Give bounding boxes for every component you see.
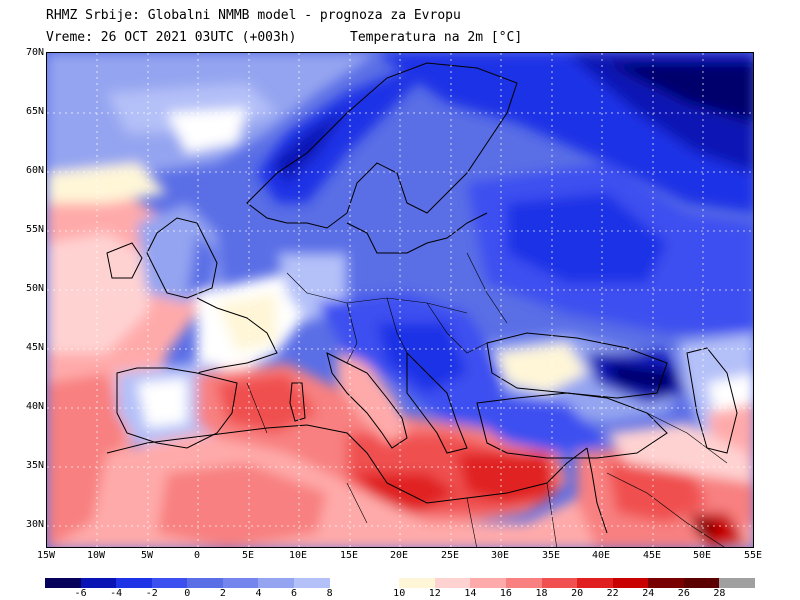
borders [246, 252, 728, 547]
colorbar-tick-label: 14 [464, 588, 477, 599]
lat-label: 50N [25, 283, 44, 294]
colorbar-tick-label: 18 [535, 588, 548, 599]
colorbar-tick-label: 0 [184, 588, 191, 599]
colorbar-segment [187, 578, 223, 588]
lon-label: 30E [490, 550, 510, 561]
colorbar-segment [45, 578, 81, 588]
temperature-map [46, 52, 754, 548]
lon-label: 0 [193, 550, 201, 561]
lon-label: 15E [339, 550, 359, 561]
colorbar-segment [470, 578, 506, 588]
colorbar-tick-label: -6 [74, 588, 87, 599]
colorbar-tick-label: 4 [255, 588, 262, 599]
colorbar-segment [399, 578, 435, 588]
lon-label: 45E [642, 550, 662, 561]
colorbar-tick-label: 26 [677, 588, 690, 599]
lat-label: 35N [25, 460, 44, 471]
lat-label: 55N [25, 224, 44, 235]
colorbar-segment [258, 578, 295, 588]
colorbar-segment [222, 578, 259, 588]
lat-label: 45N [25, 342, 44, 353]
colorbar-segment [294, 578, 330, 588]
lon-label: 40E [591, 550, 611, 561]
colorbar-tick-label: -2 [145, 588, 158, 599]
colorbar-segment [363, 578, 400, 588]
lon-label: 15W [36, 550, 56, 561]
colorbar-segment [612, 578, 649, 588]
forecast-time: Vreme: 26 OCT 2021 03UTC (+003h) [46, 30, 297, 45]
graticule [47, 53, 753, 547]
colorbar-segment [541, 578, 578, 588]
map-canvas [47, 53, 753, 547]
colorbar-tick-label: 8 [326, 588, 333, 599]
colorbar-gap [329, 578, 364, 588]
colorbar-segment [683, 578, 720, 588]
colorbar-tick-label: 20 [571, 588, 584, 599]
colorbar-tick-label: -4 [110, 588, 123, 599]
lon-label: 5W [140, 550, 154, 561]
colorbar-tick-label: 2 [219, 588, 226, 599]
lon-label: 10W [86, 550, 106, 561]
colorbar-segment [434, 578, 471, 588]
map-title: RHMZ Srbije: Globalni NMMB model - progn… [46, 8, 461, 23]
colorbar-segment [648, 578, 684, 588]
colorbar-tick-label: 16 [499, 588, 512, 599]
colorbar-tick-label: 24 [642, 588, 655, 599]
colorbar-tick-label: 28 [713, 588, 726, 599]
variable-name: Temperatura na 2m [°C] [350, 30, 523, 45]
colorbar-tick-label: 6 [291, 588, 298, 599]
colorbar-segment [151, 578, 188, 588]
colorbar-segment [116, 578, 152, 588]
colorbar-segment [577, 578, 613, 588]
lon-label: 55E [743, 550, 763, 561]
lat-label: 40N [25, 401, 44, 412]
lon-label: 5E [241, 550, 255, 561]
coastlines [106, 62, 738, 534]
temperature-field [47, 53, 753, 547]
lat-label: 70N [25, 47, 44, 58]
colorbar-segment [505, 578, 542, 588]
lat-label: 30N [25, 519, 44, 530]
colorbar-tick-label: 10 [393, 588, 406, 599]
lon-label: 20E [389, 550, 409, 561]
lat-label: 60N [25, 165, 44, 176]
colorbar-tick-label: 12 [428, 588, 441, 599]
lon-label: 10E [288, 550, 308, 561]
colorbar-segment [80, 578, 117, 588]
lon-label: 50E [692, 550, 712, 561]
colorbar [45, 578, 755, 588]
colorbar-segment [719, 578, 755, 588]
lat-label: 65N [25, 106, 44, 117]
lon-label: 25E [440, 550, 460, 561]
lon-label: 35E [541, 550, 561, 561]
colorbar-tick-label: 22 [606, 588, 619, 599]
